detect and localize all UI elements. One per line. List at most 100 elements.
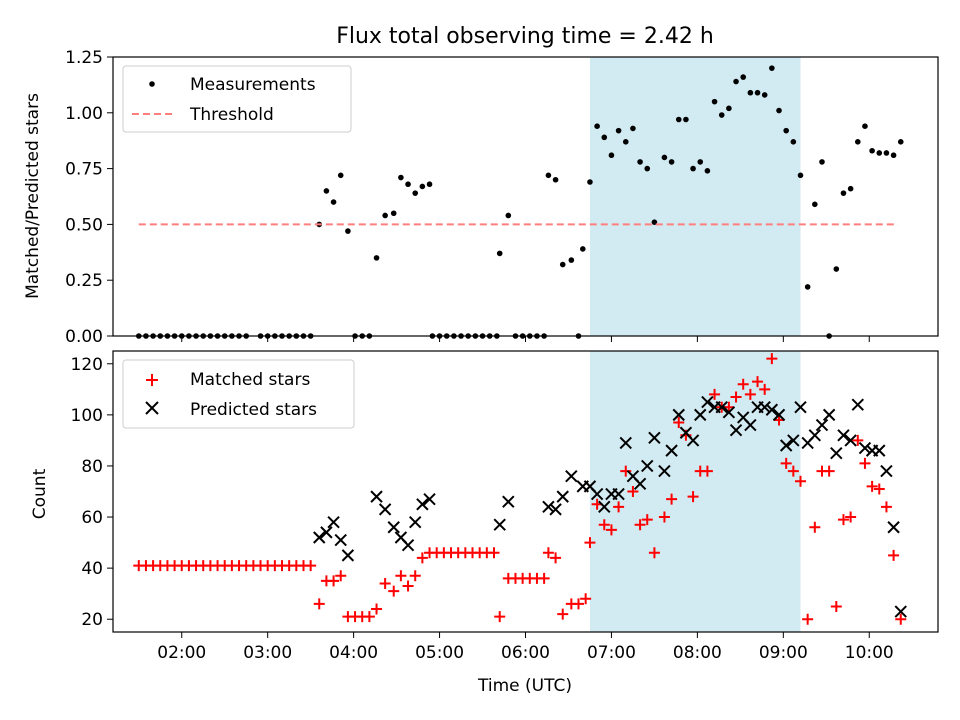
measurement-point (797, 172, 804, 179)
matched-star-point (313, 598, 325, 610)
predicted-star-point (715, 400, 728, 414)
y-tick-label: 1.25 (65, 48, 103, 68)
measurement-point (412, 190, 419, 196)
bottom-panel-frame (112, 350, 939, 633)
predicted-star-point (641, 459, 654, 473)
predicted-star-point (894, 605, 907, 618)
predicted-star-point (658, 464, 671, 478)
predicted-star-point (590, 487, 604, 501)
measurement-point (761, 92, 768, 98)
measurement-point (847, 185, 854, 192)
predicted-star-point (830, 446, 843, 460)
predicted-star-point (320, 526, 333, 539)
predicted-star-point (313, 531, 326, 544)
measurement-point (804, 284, 811, 290)
predicted-star-point (598, 500, 611, 514)
predicted-star-point (370, 490, 383, 503)
x-tick-label: 06:00 (501, 643, 550, 663)
predicted-star-point (808, 429, 822, 442)
predicted-star-point (549, 503, 562, 516)
measurement-point (812, 201, 818, 208)
measurement-point (840, 190, 847, 196)
matched-star-point (488, 547, 500, 559)
predicted-star-point (694, 408, 707, 422)
matched-star-point (709, 388, 721, 400)
predicted-star-point (794, 400, 807, 414)
measurement-point (559, 261, 566, 268)
measurement-point (587, 179, 593, 185)
measurement-point (854, 139, 861, 145)
measurement-point (876, 150, 883, 156)
measurement-point (869, 147, 875, 154)
predicted-star-point (542, 500, 555, 514)
y-tick-label: 100 (71, 406, 103, 426)
matched-star-point (328, 575, 340, 587)
bottom-y-axis-label: Count (30, 468, 50, 519)
matched-star-point (866, 480, 878, 492)
matched-star-point (880, 501, 892, 513)
matched-star-point (888, 549, 900, 561)
top-legend-box (122, 65, 352, 133)
measurement-point (747, 89, 754, 96)
predicted-star-point (744, 418, 757, 432)
predicted-star-point (873, 444, 886, 457)
predicted-star-point (565, 469, 578, 483)
measurement-point (883, 150, 890, 156)
measurement-point (726, 105, 732, 112)
matched-star-point (780, 457, 792, 469)
legend-label-threshold: Threshold (189, 105, 274, 125)
y-tick-label: 60 (81, 508, 103, 528)
matched-star-point (701, 465, 713, 477)
matched-star-point (620, 465, 632, 477)
predicted-star-point (772, 408, 786, 422)
matched-star-point (409, 570, 421, 582)
matched-star-point (845, 511, 857, 523)
y-tick-label: 20 (81, 610, 103, 630)
measurement-point (890, 152, 897, 159)
matched-star-point (730, 391, 742, 403)
predicted-star-point (648, 431, 661, 445)
matched-star-point (802, 613, 814, 625)
measurement-point (897, 139, 904, 145)
measurement-point (683, 116, 689, 123)
matched-star-point (823, 465, 835, 477)
matched-star-point (550, 552, 562, 564)
predicted-star-point (327, 515, 340, 529)
bottom-legend-box (122, 359, 355, 429)
x-tick-label: 05:00 (415, 643, 464, 663)
y-tick-label: 80 (81, 457, 103, 477)
predicted-star-point (765, 403, 779, 416)
predicted-star-point (822, 408, 836, 422)
matched-star-point (773, 414, 785, 426)
x-tick-label: 03:00 (243, 643, 292, 663)
top-y-axis-label: Matched/Predicted stars (23, 93, 43, 299)
measurement-point (390, 210, 397, 217)
y-tick-label: 0.00 (65, 327, 103, 347)
matched-star-point (305, 560, 317, 572)
measurement-point (733, 78, 739, 85)
measurement-point (783, 127, 789, 134)
x-tick-label: 08:00 (673, 643, 722, 663)
measurement-point (675, 116, 682, 123)
x-tick-label: 10:00 (845, 643, 894, 663)
matched-star-point (859, 457, 871, 469)
matched-star-point (673, 417, 685, 429)
measurement-point (819, 159, 825, 165)
predicted-star-point (837, 429, 850, 442)
top-panel: 0.00 0.25 0.50 0.75 1.00 1.25 Matched/Predict… (23, 48, 939, 347)
matched-star-point (388, 585, 400, 597)
measurement-point (754, 89, 761, 96)
measurement-point (426, 181, 433, 188)
x-axis-label: Time (UTC) (477, 676, 572, 696)
matched-star-point (837, 514, 849, 526)
legend-marker-predicted (145, 401, 159, 415)
predicted-star-point (722, 406, 736, 419)
matched-star-point (895, 613, 907, 625)
measurement-point (345, 228, 351, 234)
highlight-region (589, 351, 801, 632)
measurement-point (718, 112, 725, 118)
x-tick-label: 02:00 (157, 643, 206, 663)
matched-star-point (658, 511, 670, 523)
predicted-star-point (556, 490, 569, 503)
